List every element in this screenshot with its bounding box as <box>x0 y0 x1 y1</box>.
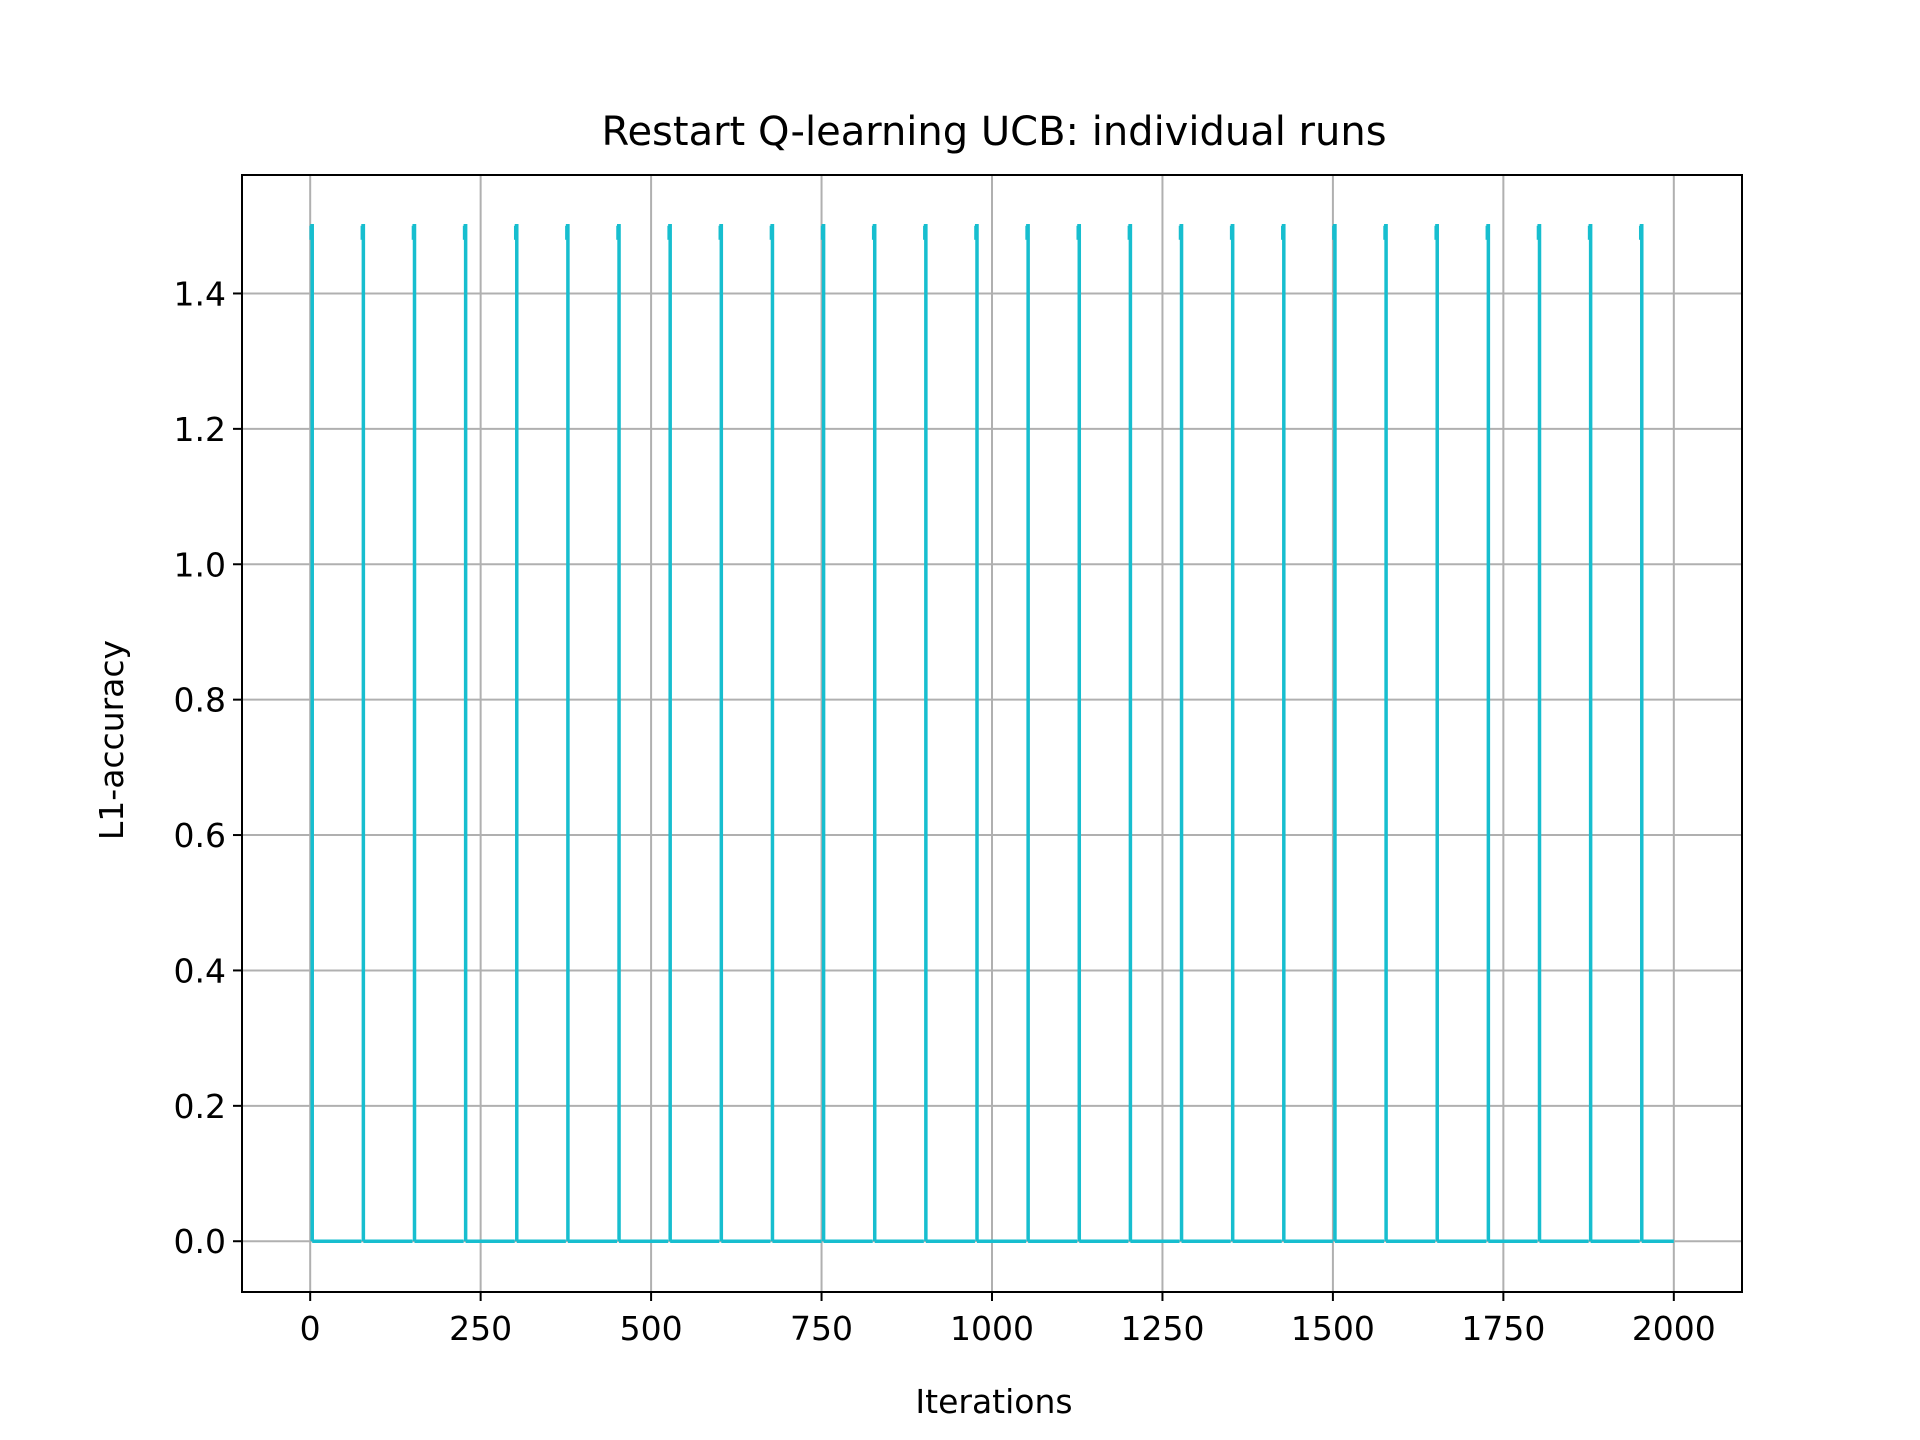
restart-peak <box>1639 224 1644 1242</box>
y-tick-label: 0.2 <box>174 1087 226 1126</box>
restart-peak <box>514 224 519 1242</box>
grid <box>242 175 1742 1292</box>
restart-peak <box>1128 224 1133 1242</box>
restart-peak <box>463 224 468 1242</box>
y-axis-title: L1-accuracy <box>92 640 131 840</box>
restart-peak <box>974 224 979 1242</box>
restart-peak <box>310 224 314 1242</box>
y-tick-label: 0.4 <box>174 951 226 990</box>
chart-title: Restart Q-learning UCB: individual runs <box>601 109 1386 155</box>
restart-peak <box>1077 224 1082 1242</box>
restart-peak <box>1384 224 1388 1242</box>
restart-peak <box>923 224 928 1242</box>
restart-peak <box>1026 224 1030 1242</box>
restart-peak <box>1230 224 1235 1242</box>
restart-peak <box>821 224 826 1242</box>
x-axis: 0 250 500 750 1000 1250 1500 1750 2000 <box>300 1292 1716 1348</box>
x-tick-label: 1500 <box>1291 1309 1375 1348</box>
x-tick-label: 1250 <box>1120 1309 1204 1348</box>
restart-peak <box>1537 224 1542 1242</box>
restart-peak <box>1435 224 1439 1242</box>
x-tick-label: 1750 <box>1461 1309 1545 1348</box>
x-tick-label: 2000 <box>1632 1309 1716 1348</box>
restart-peak <box>565 224 570 1242</box>
restart-peak <box>412 224 417 1242</box>
x-tick-label: 0 <box>300 1309 321 1348</box>
restart-peak <box>361 224 366 1242</box>
y-axis: 0.0 0.2 0.4 0.6 0.8 1.0 1.2 1.4 <box>174 274 242 1261</box>
restart-peak <box>872 224 877 1242</box>
restart-peak <box>1486 224 1491 1242</box>
y-tick-label: 0.8 <box>174 681 226 720</box>
plot-area <box>309 224 1674 1243</box>
y-tick-label: 0.6 <box>174 816 226 855</box>
y-tick-label: 1.4 <box>174 274 226 313</box>
x-axis-title: Iterations <box>915 1382 1072 1421</box>
restart-peak <box>1281 224 1286 1242</box>
restart-peak <box>1179 224 1184 1242</box>
x-tick-label: 500 <box>620 1309 683 1348</box>
y-tick-label: 0.0 <box>174 1222 226 1261</box>
restart-peak <box>1332 224 1337 1242</box>
restart-peak <box>719 224 724 1242</box>
y-tick-label: 1.2 <box>174 410 226 449</box>
restart-peak <box>1588 224 1593 1242</box>
restart-peak <box>770 224 775 1242</box>
restart-peak <box>668 224 672 1242</box>
x-tick-label: 1000 <box>950 1309 1034 1348</box>
x-tick-label: 750 <box>790 1309 853 1348</box>
y-tick-label: 1.0 <box>174 545 226 584</box>
restart-peak <box>617 224 621 1242</box>
x-tick-label: 250 <box>449 1309 512 1348</box>
